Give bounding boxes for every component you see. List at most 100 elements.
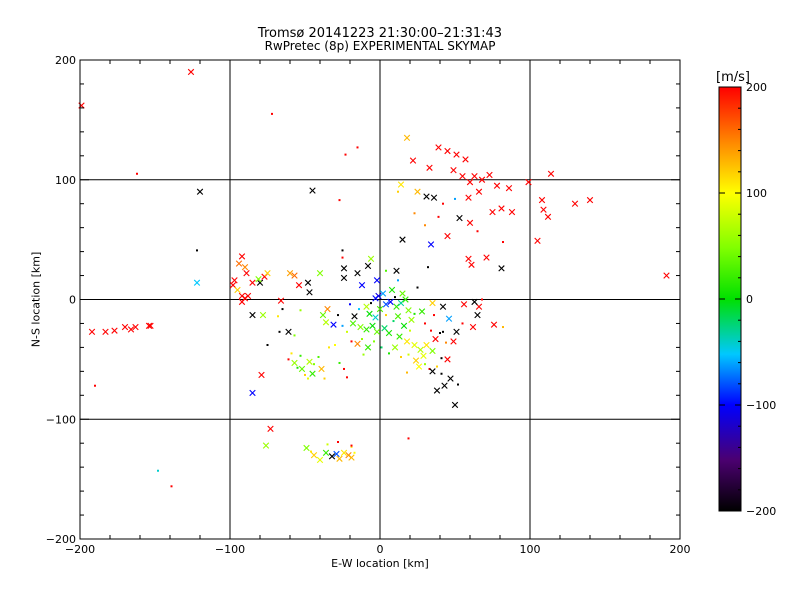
- data-point-cross: [490, 321, 498, 328]
- data-point-cross: [400, 322, 408, 330]
- data-point-cross: [423, 193, 430, 200]
- data-point-cross: [258, 371, 265, 379]
- data-point-dot: [266, 344, 269, 347]
- data-point-dot: [445, 341, 447, 344]
- data-point-cross: [469, 323, 477, 331]
- data-point-cross: [369, 322, 376, 330]
- colorbar-tick-label: −200: [746, 505, 776, 518]
- data-point-cross: [387, 298, 394, 306]
- data-point-dot: [299, 354, 302, 357]
- data-point-cross: [340, 265, 348, 272]
- data-point-cross: [462, 156, 469, 163]
- data-point-dot: [278, 330, 281, 333]
- data-point-cross: [430, 194, 438, 201]
- data-point-cross: [243, 269, 250, 277]
- data-point-dot: [442, 330, 444, 333]
- data-point-cross: [336, 455, 343, 462]
- data-point-dot: [350, 444, 353, 447]
- data-point-dot: [313, 363, 315, 366]
- data-point-dot: [350, 340, 353, 343]
- data-point-dot: [439, 332, 441, 335]
- chart-subtitle: RwPretec (8p) EXPERIMENTAL SKYMAP: [264, 39, 496, 53]
- x-tick-label: 0: [377, 543, 384, 556]
- axes: −200 −100 0 100 200 −200 −100 0 100 200: [46, 54, 691, 556]
- data-point-cross: [465, 194, 472, 201]
- data-point-cross: [351, 313, 358, 320]
- data-point-dot: [326, 443, 329, 446]
- data-point-cross: [238, 298, 246, 306]
- data-point-cross: [241, 263, 249, 271]
- data-point-cross: [391, 344, 399, 351]
- data-point-cross: [286, 269, 294, 277]
- colorbar-tick-label: 100: [746, 187, 767, 200]
- y-tick-label: −200: [46, 533, 76, 546]
- y-tick-label: 100: [55, 174, 76, 187]
- data-point-dot: [170, 485, 173, 488]
- data-point-cross: [379, 290, 387, 297]
- data-point-dot: [461, 322, 464, 325]
- data-point-cross: [318, 365, 325, 373]
- data-point-dot: [346, 330, 348, 333]
- data-point-cross: [385, 329, 393, 337]
- data-point-cross: [456, 214, 463, 222]
- data-point-dot: [343, 367, 345, 370]
- data-point-cross: [373, 277, 381, 284]
- data-point-cross: [525, 178, 532, 186]
- data-point-cross: [586, 196, 594, 204]
- data-point-cross: [498, 265, 505, 272]
- data-point-dot: [442, 202, 444, 205]
- data-point-cross: [489, 208, 496, 216]
- data-point-cross: [121, 323, 129, 331]
- data-point-cross: [348, 454, 355, 461]
- data-point-cross: [264, 269, 271, 277]
- data-point-dot: [400, 355, 402, 358]
- data-point-cross: [493, 182, 501, 189]
- data-point-cross: [450, 338, 457, 345]
- data-point-dot: [430, 329, 432, 332]
- data-point-cross: [238, 253, 246, 260]
- data-point-cross: [544, 213, 552, 221]
- data-point-cross: [295, 281, 303, 289]
- data-point-cross: [444, 232, 451, 240]
- data-point-cross: [408, 316, 415, 324]
- data-point-cross: [366, 310, 373, 318]
- data-point-cross: [508, 208, 516, 216]
- data-point-cross: [450, 166, 457, 174]
- data-point-cross: [372, 295, 379, 302]
- data-point-dot: [502, 326, 504, 329]
- data-point-cross: [427, 241, 435, 248]
- data-point-cross: [423, 341, 430, 349]
- data-point-dot: [341, 256, 344, 259]
- data-point-cross: [309, 187, 316, 194]
- data-point-cross: [460, 301, 468, 308]
- data-point-cross: [363, 303, 370, 310]
- data-point-dot: [293, 334, 296, 337]
- data-point-cross: [444, 147, 451, 155]
- data-point-cross: [333, 450, 340, 458]
- data-point-cross: [415, 363, 423, 370]
- colorbar-axis: −200 −100 0 100 200: [719, 81, 776, 518]
- data-points: [78, 68, 670, 488]
- data-point-cross: [310, 451, 318, 459]
- data-point-dot: [394, 296, 396, 299]
- data-point-dot: [296, 366, 299, 369]
- data-point-dot: [502, 241, 504, 244]
- data-point-cross: [340, 449, 348, 456]
- data-point-cross: [540, 206, 547, 213]
- data-point-cross: [187, 68, 195, 76]
- data-point-cross: [354, 269, 361, 277]
- data-point-cross: [322, 449, 330, 456]
- data-point-dot: [350, 445, 353, 448]
- data-point-cross: [397, 181, 405, 188]
- data-point-dot: [346, 376, 348, 379]
- data-point-cross: [306, 358, 313, 365]
- data-point-cross: [354, 340, 361, 347]
- x-axis-label: E-W location [km]: [331, 557, 429, 570]
- data-point-cross: [382, 301, 390, 308]
- data-point-cross: [505, 184, 513, 192]
- data-point-cross: [475, 188, 483, 195]
- data-point-dot: [157, 469, 159, 472]
- colorbar-tick-label: 200: [746, 81, 767, 94]
- data-point-dot: [341, 324, 344, 327]
